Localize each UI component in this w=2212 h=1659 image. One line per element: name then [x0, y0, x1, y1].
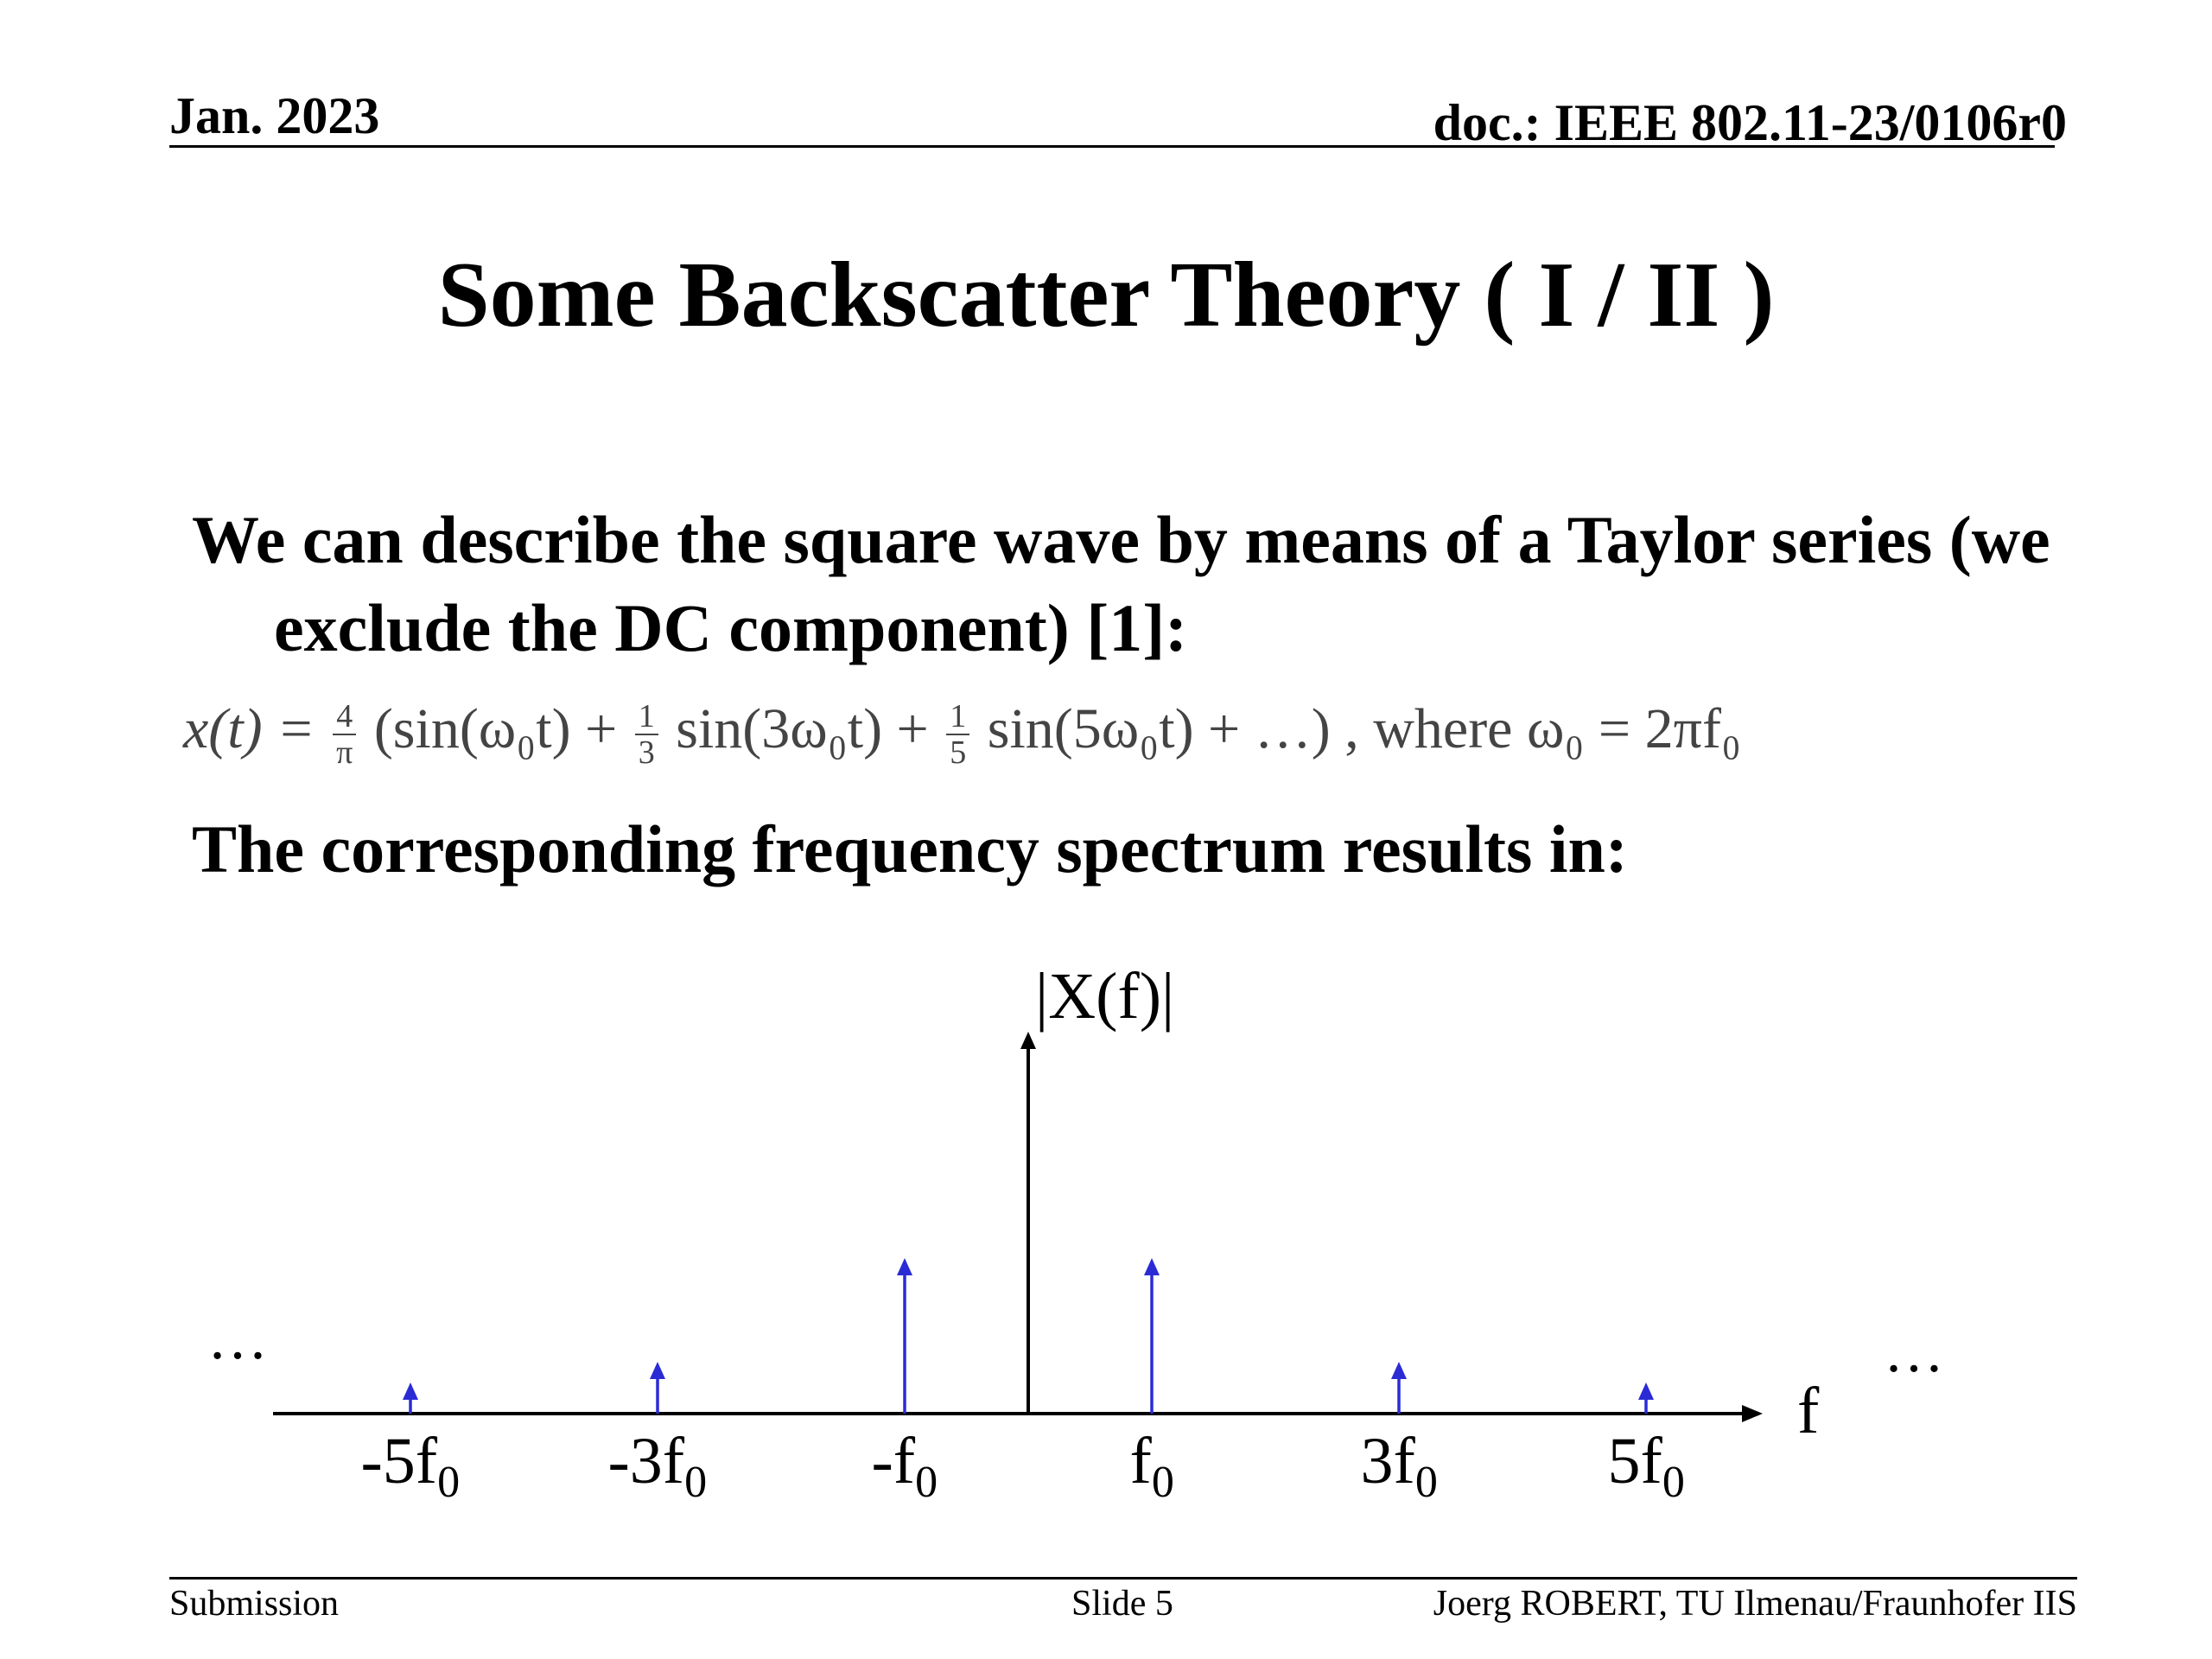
spectral-arrowhead-0 — [403, 1382, 418, 1400]
formula-term-5: sin(5ω₀t) + …) — [987, 697, 1331, 760]
tick-label-subscript: 0 — [915, 1458, 938, 1508]
spectral-arrowhead-3 — [1144, 1258, 1160, 1275]
frequency-tick-label: -5f0 — [361, 1424, 461, 1508]
footer-submission: Submission — [169, 1584, 340, 1624]
tick-label-subscript: 0 — [1662, 1458, 1685, 1508]
header-rule — [169, 145, 2055, 148]
tick-label-text: 3f — [1360, 1425, 1415, 1497]
header-date: Jan. 2023 — [169, 87, 380, 144]
tick-label-subscript: 0 — [1414, 1458, 1438, 1508]
tick-label-subscript: 0 — [1151, 1458, 1174, 1508]
frequency-tick-label: f0 — [1130, 1424, 1174, 1508]
spectral-arrowhead-5 — [1638, 1382, 1654, 1400]
tick-label-subscript: 0 — [437, 1458, 461, 1508]
tick-label-text: -f — [871, 1425, 916, 1497]
bullet-frequency-spectrum: The corresponding frequency spectrum res… — [192, 811, 1628, 887]
formula-lhs: x(t) = — [183, 697, 330, 760]
footer-slide-number: Slide 5 — [1071, 1584, 1173, 1624]
tick-label-text: -3f — [607, 1425, 685, 1497]
frequency-tick-label: 5f0 — [1608, 1424, 1685, 1508]
formula-term-1: (sin(ω₀t) + — [373, 697, 632, 760]
spectrum-ellipsis-right: … — [1884, 1319, 1944, 1385]
tick-label-subscript: 0 — [684, 1458, 708, 1508]
spectral-arrowhead-1 — [650, 1362, 665, 1380]
spectrum-y-axis-label: |X(f)| — [1035, 960, 1175, 1033]
bullet-taylor-series: We can describe the square wave by means… — [192, 502, 2050, 665]
tick-label-text: 5f — [1607, 1425, 1662, 1497]
header-doc-id: doc.: IEEE 802.11-23/0106r0 — [1433, 94, 2067, 151]
slide-title: Some Backscatter Theory ( I / II ) — [437, 244, 1775, 346]
tick-label-text: f — [1129, 1425, 1152, 1497]
x-axis-arrowhead — [1742, 1405, 1763, 1422]
spectrum-ellipsis-left: … — [207, 1306, 268, 1372]
frequency-tick-label: 3f0 — [1361, 1424, 1438, 1508]
tick-label-text: -5f — [360, 1425, 438, 1497]
formula-term-3: sin(3ω₀t) + — [676, 697, 944, 760]
frequency-spectrum-diagram — [273, 1032, 1763, 1422]
spectrum-x-axis-label: f — [1797, 1375, 1820, 1447]
spectral-arrowhead-2 — [897, 1258, 912, 1275]
y-axis-arrowhead — [1020, 1032, 1036, 1049]
spectral-arrowhead-4 — [1391, 1362, 1407, 1380]
footer-author: Joerg ROBERT, TU Ilmenau/Fraunhofer IIS — [1433, 1584, 2077, 1624]
formula-where-clause: , where ω₀ = 2πf₀ — [1344, 697, 1741, 760]
frequency-tick-label: -f0 — [872, 1424, 938, 1508]
footer-rule — [169, 1577, 2077, 1580]
frequency-tick-label: -3f0 — [608, 1424, 708, 1508]
